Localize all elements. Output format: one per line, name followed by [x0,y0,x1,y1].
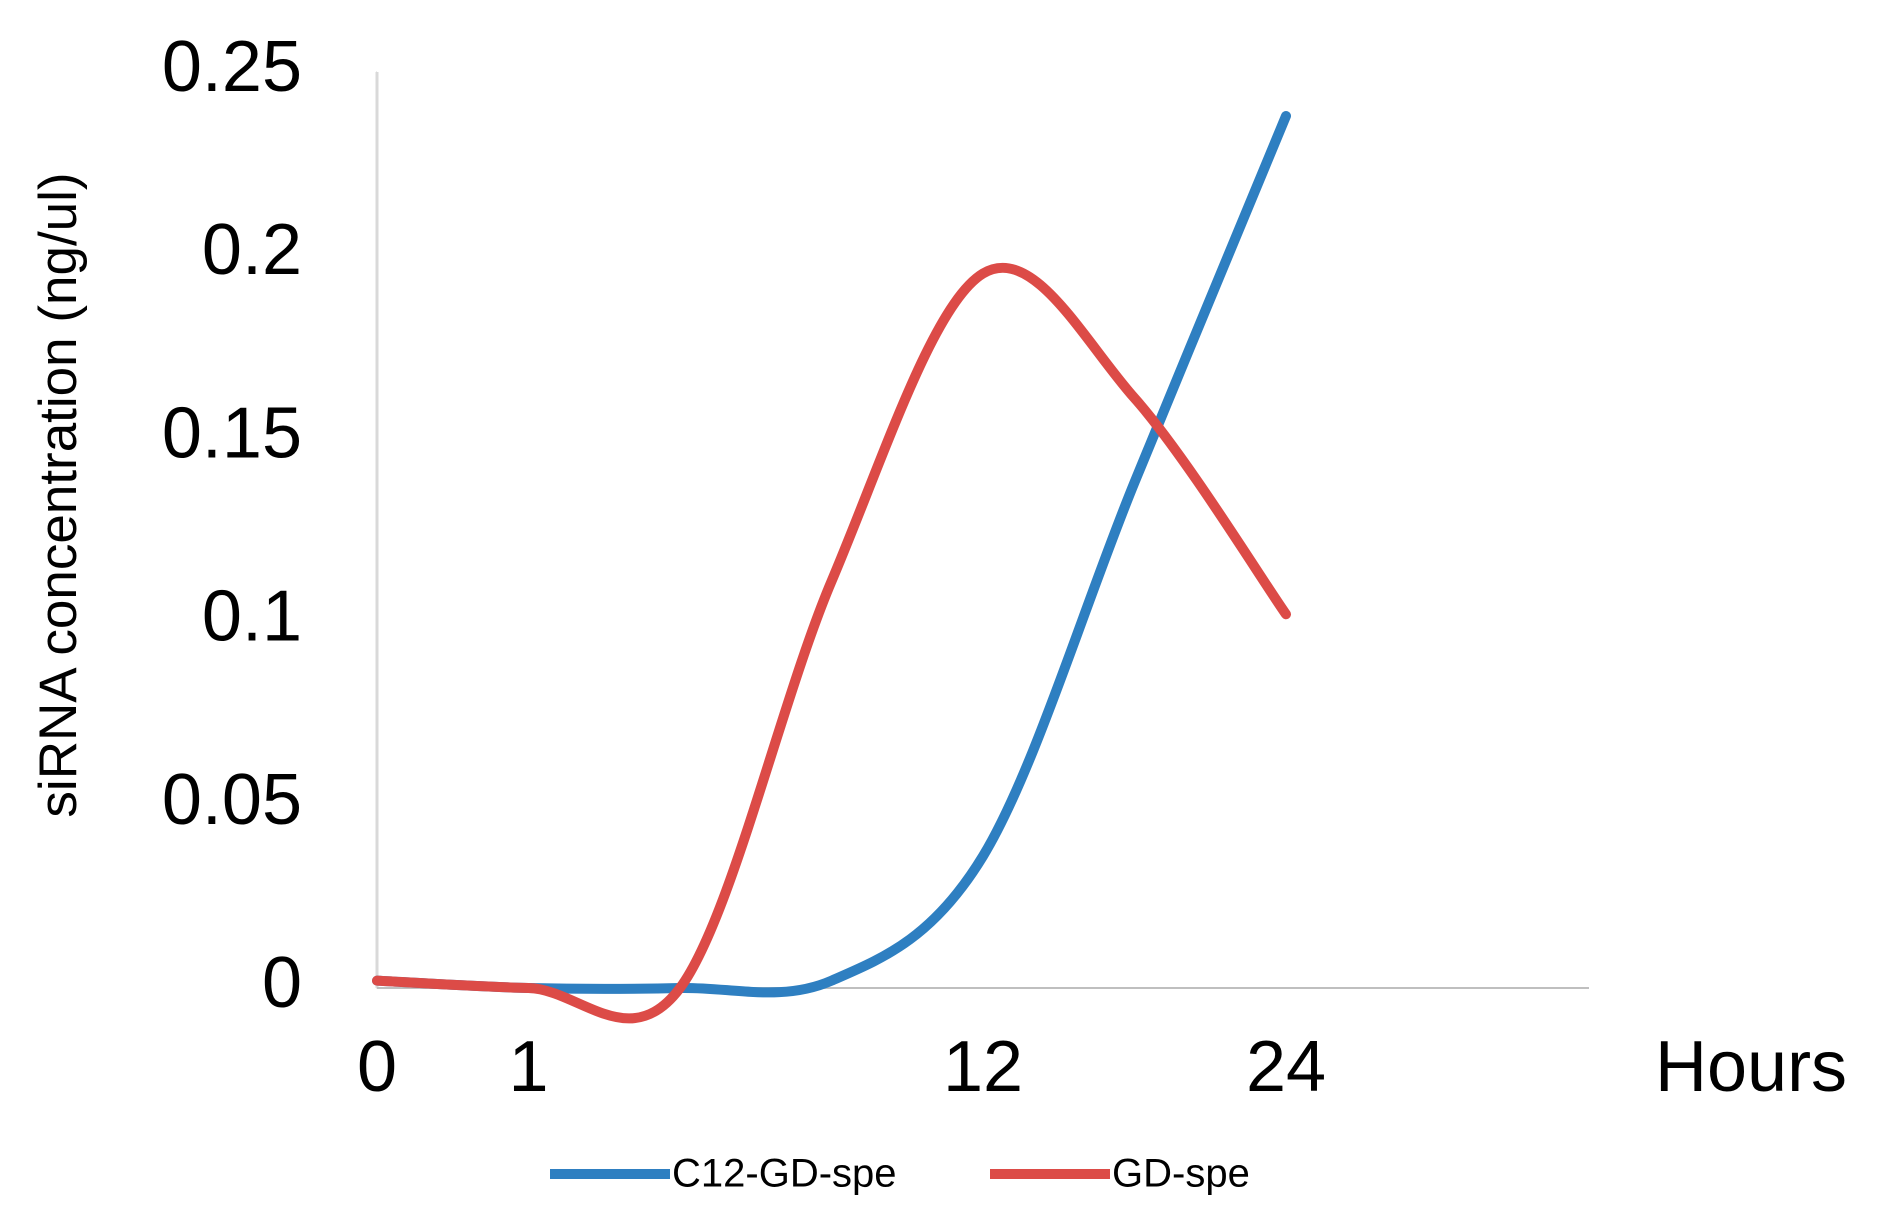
legend-label: C12-GD-spe [672,1152,897,1196]
x-tick-label: 24 [1246,1027,1326,1107]
x-tick-label: 0 [357,1027,397,1107]
series-line [372,262,1291,1024]
series-line [372,110,1291,998]
y-axis-label: siRNA concentration (ng/ul) [29,172,88,817]
legend-label: GD-spe [1112,1152,1250,1196]
y-tick-label: 0.1 [202,577,302,657]
x-axis-label: Hours [1655,1027,1847,1107]
y-tick-label: 0 [262,943,302,1023]
y-tick-label: 0.2 [202,210,302,290]
y-tick-label: 0.05 [162,760,302,840]
y-tick-label: 0.15 [162,393,302,473]
x-tick-label: 12 [943,1027,1023,1107]
x-tick-label: 1 [508,1027,548,1107]
y-tick-label: 0.25 [162,27,302,107]
